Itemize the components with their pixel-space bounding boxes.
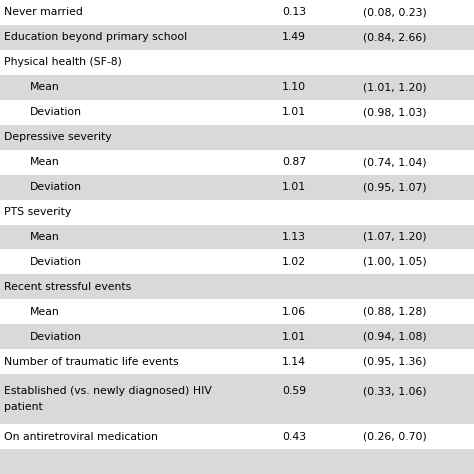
Bar — [0, 374, 474, 424]
Text: (0.88, 1.28): (0.88, 1.28) — [363, 307, 426, 317]
Text: (1.07, 1.20): (1.07, 1.20) — [363, 232, 426, 242]
Text: 0.13: 0.13 — [282, 8, 306, 18]
Text: 0.87: 0.87 — [282, 157, 306, 167]
Bar — [0, 225, 474, 249]
Text: (0.08, 0.23): (0.08, 0.23) — [363, 8, 426, 18]
Text: Established (vs. newly diagnosed) HIV: Established (vs. newly diagnosed) HIV — [4, 386, 212, 396]
Text: 0.59: 0.59 — [282, 386, 306, 396]
Text: 1.06: 1.06 — [282, 307, 306, 317]
Bar — [0, 150, 474, 174]
Bar — [0, 50, 474, 75]
Text: (0.26, 0.70): (0.26, 0.70) — [363, 432, 426, 442]
Text: Physical health (SF-8): Physical health (SF-8) — [4, 57, 122, 67]
Text: Mean: Mean — [30, 232, 60, 242]
Text: Mean: Mean — [30, 82, 60, 92]
Text: Deviation: Deviation — [30, 257, 82, 267]
Text: patient: patient — [4, 402, 43, 412]
Text: (0.95, 1.36): (0.95, 1.36) — [363, 357, 426, 367]
Text: (0.94, 1.08): (0.94, 1.08) — [363, 332, 426, 342]
Bar — [0, 449, 474, 474]
Text: (0.84, 2.66): (0.84, 2.66) — [363, 32, 426, 42]
Text: (1.01, 1.20): (1.01, 1.20) — [363, 82, 426, 92]
Text: 1.01: 1.01 — [282, 332, 306, 342]
Text: Depressive severity: Depressive severity — [4, 132, 111, 142]
Bar — [0, 300, 474, 324]
Bar — [0, 324, 474, 349]
Bar — [0, 274, 474, 300]
Bar — [0, 349, 474, 374]
Text: 1.02: 1.02 — [282, 257, 306, 267]
Text: Mean: Mean — [30, 157, 60, 167]
Bar — [0, 125, 474, 150]
Text: Mean: Mean — [30, 307, 60, 317]
Text: (0.74, 1.04): (0.74, 1.04) — [363, 157, 426, 167]
Text: Number of traumatic life events: Number of traumatic life events — [4, 357, 178, 367]
Text: 0.43: 0.43 — [282, 432, 306, 442]
Bar — [0, 200, 474, 225]
Bar — [0, 249, 474, 274]
Text: (1.00, 1.05): (1.00, 1.05) — [363, 257, 426, 267]
Text: On antiretroviral medication: On antiretroviral medication — [4, 432, 158, 442]
Bar — [0, 174, 474, 200]
Text: Deviation: Deviation — [30, 332, 82, 342]
Bar — [0, 25, 474, 50]
Text: 1.14: 1.14 — [282, 357, 306, 367]
Text: Recent stressful events: Recent stressful events — [4, 282, 131, 292]
Text: Deviation: Deviation — [30, 107, 82, 117]
Bar — [0, 0, 474, 25]
Text: Never married: Never married — [4, 8, 82, 18]
Text: 1.01: 1.01 — [282, 107, 306, 117]
Text: 1.10: 1.10 — [282, 82, 306, 92]
Bar — [0, 100, 474, 125]
Text: (0.95, 1.07): (0.95, 1.07) — [363, 182, 426, 192]
Text: (0.33, 1.06): (0.33, 1.06) — [363, 386, 426, 396]
Bar — [0, 75, 474, 100]
Text: Education beyond primary school: Education beyond primary school — [4, 32, 187, 42]
Text: (0.98, 1.03): (0.98, 1.03) — [363, 107, 426, 117]
Text: 1.13: 1.13 — [282, 232, 306, 242]
Text: PTS severity: PTS severity — [4, 207, 71, 217]
Bar — [0, 424, 474, 449]
Text: 1.49: 1.49 — [282, 32, 306, 42]
Text: Deviation: Deviation — [30, 182, 82, 192]
Text: 1.01: 1.01 — [282, 182, 306, 192]
